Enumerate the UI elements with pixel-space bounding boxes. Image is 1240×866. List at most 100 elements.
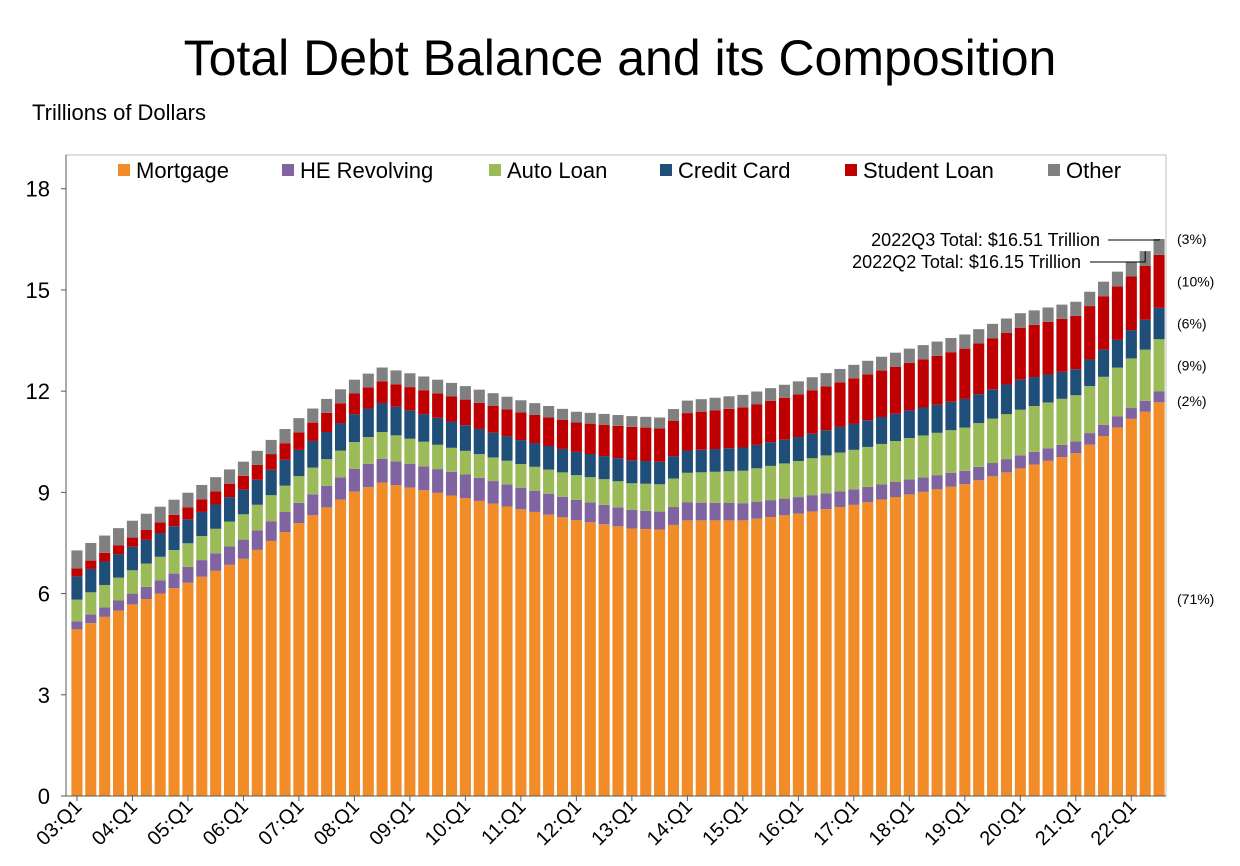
bar-auto-loan xyxy=(362,437,374,464)
bar-auto-loan xyxy=(126,570,138,594)
bar-credit-card xyxy=(667,456,680,479)
bar-student-loan xyxy=(1000,332,1013,385)
bar-student-loan xyxy=(265,454,277,470)
bar-credit-card xyxy=(848,423,860,450)
x-tick-label: 10:Q1 xyxy=(421,796,475,850)
y-tick-label: 15 xyxy=(26,278,50,303)
bar-auto-loan xyxy=(1028,406,1040,452)
bar-he-revolving xyxy=(626,509,638,529)
bar-he-revolving xyxy=(737,503,749,521)
bar-auto-loan xyxy=(487,457,499,482)
bar-credit-card xyxy=(987,389,999,419)
legend-label: HE Revolving xyxy=(300,158,433,183)
bar-other xyxy=(515,400,527,413)
bar-he-revolving xyxy=(584,502,596,523)
bar-student-loan xyxy=(556,420,569,449)
bar-he-revolving xyxy=(848,489,860,505)
bar-credit-card xyxy=(99,561,111,585)
bar-he-revolving xyxy=(473,477,485,501)
bar-other xyxy=(543,406,555,418)
bar-credit-card xyxy=(196,511,208,537)
bar-student-loan xyxy=(945,352,957,402)
bar-mortgage xyxy=(1084,444,1096,796)
bar-credit-card xyxy=(889,413,902,442)
bar-he-revolving xyxy=(1000,459,1013,473)
bar-other xyxy=(1070,301,1082,316)
bar-credit-card xyxy=(1153,307,1165,340)
bar-he-revolving xyxy=(71,621,83,630)
bar-auto-loan xyxy=(695,472,707,503)
bar-he-revolving xyxy=(223,546,236,565)
bar-student-loan xyxy=(543,417,555,446)
bar-mortgage xyxy=(556,517,569,796)
bar-he-revolving xyxy=(612,507,624,527)
bar-other xyxy=(848,364,860,379)
bar-student-loan xyxy=(487,406,499,433)
bar-credit-card xyxy=(182,519,194,544)
bar-he-revolving xyxy=(834,491,846,508)
bar-mortgage xyxy=(834,507,846,796)
bar-other xyxy=(862,360,874,375)
bar-other xyxy=(85,542,97,561)
bar-credit-card xyxy=(432,417,444,445)
bar-he-revolving xyxy=(792,497,804,514)
bar-credit-card xyxy=(709,449,721,472)
bar-credit-card xyxy=(1139,319,1151,350)
x-tick-label: 08:Q1 xyxy=(310,796,364,850)
bar-mortgage xyxy=(182,582,194,796)
bar-credit-card xyxy=(1084,359,1096,387)
bar-student-loan xyxy=(737,407,749,448)
bar-student-loan xyxy=(279,443,291,460)
bar-other xyxy=(265,439,277,455)
bar-auto-loan xyxy=(584,477,596,503)
bar-mortgage xyxy=(251,549,263,796)
bar-auto-loan xyxy=(99,584,111,608)
bar-other xyxy=(529,403,541,415)
bar-auto-loan xyxy=(445,447,458,472)
bar-credit-card xyxy=(584,453,596,478)
bar-mortgage xyxy=(140,598,152,796)
bar-mortgage xyxy=(1139,411,1151,796)
bar-mortgage xyxy=(223,564,236,796)
bar-student-loan xyxy=(196,499,208,512)
bar-mortgage xyxy=(196,576,208,796)
bar-mortgage xyxy=(598,524,610,796)
bar-auto-loan xyxy=(1139,349,1151,401)
bar-other xyxy=(917,345,929,360)
bar-credit-card xyxy=(376,402,388,432)
bar-other xyxy=(334,389,347,404)
bar-student-loan xyxy=(1028,324,1040,378)
bar-he-revolving xyxy=(196,560,208,577)
bar-other xyxy=(1125,261,1137,277)
bar-student-loan xyxy=(778,397,791,440)
bar-other xyxy=(1098,281,1110,297)
bar-auto-loan xyxy=(820,455,832,494)
bar-other xyxy=(973,329,985,344)
bar-credit-card xyxy=(640,460,652,484)
bar-mortgage xyxy=(765,517,777,796)
bar-he-revolving xyxy=(85,614,97,624)
bar-mortgage xyxy=(126,604,138,796)
bar-student-loan xyxy=(681,413,693,451)
bar-credit-card xyxy=(210,504,222,529)
bar-mortgage xyxy=(1000,472,1013,796)
bar-mortgage xyxy=(237,558,249,796)
bar-auto-loan xyxy=(876,443,888,485)
bar-auto-loan xyxy=(432,444,444,470)
bar-he-revolving xyxy=(543,493,555,515)
bar-other xyxy=(154,506,166,523)
bar-student-loan xyxy=(862,374,874,421)
bar-credit-card xyxy=(681,450,693,473)
bar-he-revolving xyxy=(723,503,735,521)
bar-student-loan xyxy=(140,529,152,540)
bar-student-loan xyxy=(334,403,347,424)
bar-credit-card xyxy=(751,444,763,469)
bar-auto-loan xyxy=(182,543,194,567)
total-annotation: 2022Q3 Total: $16.51 Trillion xyxy=(871,230,1100,250)
bar-auto-loan xyxy=(570,475,582,500)
x-tick-label: 21:Q1 xyxy=(1031,796,1085,850)
bar-credit-card xyxy=(168,526,180,551)
bar-auto-loan xyxy=(792,460,804,498)
bar-other xyxy=(723,396,735,409)
bar-student-loan xyxy=(113,545,125,555)
